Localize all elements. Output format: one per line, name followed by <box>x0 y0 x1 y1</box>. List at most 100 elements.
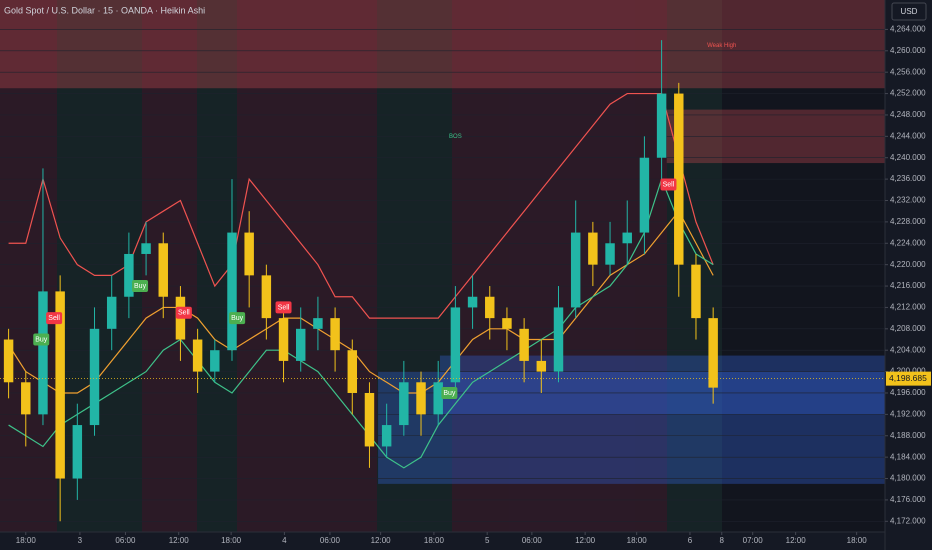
candle-body <box>72 425 83 479</box>
price-axis <box>885 0 932 550</box>
y-tick-label: 4,208.000 <box>890 324 926 333</box>
session-band <box>452 0 667 532</box>
candle-body <box>433 382 443 415</box>
y-tick-label: 4,256.000 <box>890 67 926 76</box>
candle-body <box>227 232 237 351</box>
y-tick-label: 4,264.000 <box>890 25 926 34</box>
x-tick-label: 18:00 <box>627 536 648 545</box>
candle-body <box>21 382 31 415</box>
y-tick-label: 4,192.000 <box>890 409 926 418</box>
x-tick-label: 06:00 <box>115 536 136 545</box>
y-tick-label: 4,176.000 <box>890 495 926 504</box>
candle-body <box>570 232 581 308</box>
signal-badge <box>275 301 292 314</box>
y-tick-label: 4,228.000 <box>890 217 926 226</box>
candle-body <box>381 425 392 447</box>
candle-body <box>330 318 340 351</box>
x-tick-label: 18:00 <box>424 536 445 545</box>
candle-body <box>192 339 203 372</box>
x-tick-label: 18:00 <box>221 536 242 545</box>
y-tick-label: 4,204.000 <box>890 345 926 354</box>
x-tick-label: 6 <box>688 536 693 545</box>
candle-body <box>244 232 254 276</box>
candle-body <box>347 350 358 393</box>
zone <box>0 0 885 89</box>
signal-badge <box>132 280 149 293</box>
candle-body <box>519 328 529 361</box>
signal-badge <box>175 306 192 319</box>
candle-body <box>622 232 632 244</box>
x-tick-label: 18:00 <box>847 536 868 545</box>
chart-label: Weak High <box>707 43 736 49</box>
candle-body <box>416 382 426 415</box>
candle-body <box>210 350 220 372</box>
signal-label: Sell <box>178 310 190 317</box>
signal-badge <box>229 312 246 325</box>
x-tick-label: 12:00 <box>169 536 190 545</box>
candle-body <box>158 243 168 297</box>
last-price-label: 4,198.685 <box>889 373 927 383</box>
y-tick-label: 4,180.000 <box>890 474 926 483</box>
y-tick-label: 4,252.000 <box>890 89 926 98</box>
zone <box>378 371 885 484</box>
candle-body <box>261 275 272 319</box>
candle-body <box>691 264 701 319</box>
signal-label: Buy <box>134 283 147 290</box>
y-tick-label: 4,184.000 <box>890 452 926 461</box>
x-tick-label: 18:00 <box>16 536 37 545</box>
candle-body <box>141 243 151 254</box>
signal-label: Sell <box>48 315 60 322</box>
candle-body <box>89 328 100 426</box>
currency-button[interactable] <box>891 2 927 21</box>
candle-body <box>536 360 547 372</box>
candle-body <box>656 93 667 158</box>
last-price-box <box>886 371 931 386</box>
annotations: Sell Buy Buy Sell Buy Sell Buy Sell BOS Weak High <box>0 43 885 399</box>
signal-label: Buy <box>231 315 244 322</box>
grid <box>0 29 885 522</box>
signal-label: Sell <box>278 304 290 311</box>
candle-body <box>399 382 409 426</box>
y-tick-label: 4,232.000 <box>890 196 926 205</box>
candle-body <box>55 291 65 479</box>
candle-body <box>106 296 117 329</box>
candle-body <box>639 157 650 233</box>
candle-body <box>450 307 461 383</box>
y-tick-label: 4,216.000 <box>890 281 926 290</box>
signal-badge <box>441 386 458 399</box>
session-band <box>237 0 377 532</box>
y-tick-label: 4,248.000 <box>890 110 926 119</box>
candle-body <box>588 232 598 265</box>
y-tick-label: 4,212.000 <box>890 303 926 312</box>
candle-body <box>364 392 375 447</box>
overlay-line <box>8 210 714 394</box>
x-tick-label: 12:00 <box>575 536 596 545</box>
chart-label: BOS <box>449 134 462 140</box>
zone <box>439 355 885 415</box>
x-tick-label: 06:00 <box>320 536 341 545</box>
candle-body <box>124 253 134 297</box>
candle-body <box>3 339 14 383</box>
candle-body <box>553 307 564 372</box>
candle-body <box>502 318 512 329</box>
session-bands <box>0 0 722 532</box>
signal-badge <box>46 312 63 325</box>
y-tick-label: 4,220.000 <box>890 260 926 269</box>
candle-body <box>467 296 478 308</box>
signal-badge <box>33 333 50 346</box>
x-tick-label: 07:00 <box>743 536 764 545</box>
session-band <box>0 0 57 532</box>
candle-body <box>313 318 323 329</box>
x-tick-label: 5 <box>485 536 490 545</box>
x-tick-label: 06:00 <box>522 536 543 545</box>
currency[interactable]: USD <box>901 7 918 16</box>
candle-body <box>674 93 684 265</box>
chart-title: Gold Spot / U.S. Dollar · 15 · OANDA · H… <box>4 5 205 15</box>
x-tick-label: 8 <box>720 536 725 545</box>
x-tick-label: 4 <box>282 536 287 545</box>
y-tick-label: 4,240.000 <box>890 153 926 162</box>
session-band <box>142 0 197 532</box>
signal-label: Buy <box>35 336 48 343</box>
candle-body <box>296 328 306 361</box>
y-tick-label: 4,224.000 <box>890 238 926 247</box>
